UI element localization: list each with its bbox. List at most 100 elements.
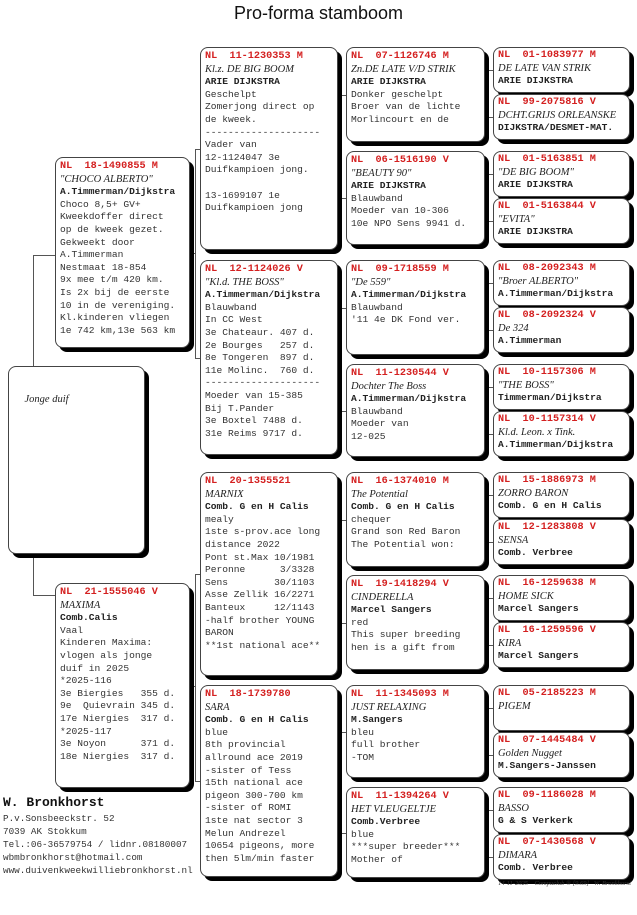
connector-line [488,283,493,284]
ring-number: NL 08-2092343 M [498,263,596,274]
info-line: Peronne 3/3328 [205,564,315,576]
info-line: chequer [351,513,392,525]
info-line: Blauwband [351,301,403,313]
info-line: 31e Reims 9717 d. [205,427,303,439]
ring-number: NL 15-1886973 M [498,475,596,486]
owner-name: A.Timmerman/Dijkstra [205,289,321,301]
info-line: 1ste nat sector 3 [205,814,303,826]
breeder-city: 7039 AK Stokkum [3,826,87,837]
info-line: -TOM [351,751,375,763]
pigeon-name: De 324 [498,322,529,334]
ring-number: NL 09-1186028 M [498,790,596,801]
info-line: Donker geschelpt [351,88,444,100]
owner-name: ARIE DIJKSTRA [351,180,426,192]
info-line: Zomerjong direct op [205,101,315,113]
connector-line [488,598,489,645]
info-line: 3e Noyon 371 d. [60,738,176,750]
info-line: 10 in de vereniging. [60,299,176,311]
great-grandparent-box: NL 07-1126746 M Zn.DE LATE V/D STRIK ARIE … [346,47,485,142]
connector-line [488,810,489,857]
connector-line [195,574,196,781]
connector-line [488,221,493,222]
ancestor-box: NL 15-1886973 M ZORRO BARON Comb. G en H C… [493,472,630,518]
info-line: Choco 8,5+ GV+ [60,198,141,210]
ring-number: NL 05-2185223 M [498,688,596,699]
owner-name: A.Timmerman/Dijkstra [498,439,614,451]
pigeon-name: DIMARA [498,849,538,861]
connector-line [488,598,493,599]
pigeon-name: MAXIMA [60,599,101,611]
info-line [205,177,333,190]
info-line: -sister of ROMI [205,802,292,814]
connector-line [488,857,493,858]
info-line: The Potential won: [351,538,455,550]
info-line: Mother of [351,853,403,865]
info-line: A.Timmerman [60,249,124,261]
pigeon-name: KIRA [498,637,522,649]
info-line: 12-1124047 3e [205,151,280,163]
info-line: This super breeding [351,629,461,641]
info-line: 13-1699107 1e [205,189,280,201]
info-line: 10e NPO Sens 9941 d. [351,217,467,229]
pigeon-name: HET VLEUGELTJE [351,803,437,815]
connector-line [341,307,342,411]
owner-name: M.Sangers-Janssen [498,760,596,772]
connector-line [33,255,34,366]
info-line: -------------------- [205,126,321,138]
info-line: pigeon 300-700 km [205,789,303,801]
info-line: 2e Bourges 257 d. [205,339,315,351]
ring-number: NL 12-1283808 V [498,522,596,533]
ring-number: NL 10-1157314 V [498,414,596,425]
connector-line [341,519,346,521]
connector-line [195,781,200,782]
breeder-name: W. Bronkhorst [3,795,105,810]
info-line: de kweek. [205,113,257,125]
pigeon-name: SENSA [498,534,529,546]
owner-name: Marcel Sangers [351,604,432,616]
connector-line [194,252,195,254]
owner-name: ARIE DIJKSTRA [498,75,573,87]
owner-name: Comb. G en H Calis [205,714,309,726]
pigeon-name: CINDERELLA [351,591,414,603]
owner-name: Comb.Calis [60,612,118,624]
father-box: NL 18-1490855 M "CHOCO ALBERTO" A.Timmerma… [55,157,190,348]
owner-name: A.Timmerman/Dijkstra [351,393,467,405]
pigeon-name: The Potential [351,488,408,500]
info-line: Blauwband [351,405,403,417]
info-line: op de kweek gezet. [60,223,164,235]
ring-number: NL 18-1739780 [205,689,291,700]
info-line: '11 4e DK Fond ver. [351,314,461,326]
info-line: Broer van de lichte [351,101,461,113]
breeder-website: www.duivenkweekwilliebronkhorst.nl [3,865,193,876]
info-line: Is 2x bij de eerste [60,286,170,298]
info-line: In CC West [205,314,263,326]
ring-number: NL 08-2092324 V [498,310,596,321]
mother-box: NL 21-1555046 V MAXIMA Comb.Calis Vaal Kinde… [55,583,190,788]
pigeon-name: SARA [205,701,230,713]
connector-line [341,731,346,733]
page-title: Pro-forma stamboom [233,3,404,23]
subject-label: Jonge duif [24,393,69,405]
info-line: Moeder van 15-385 [205,389,303,401]
info-line: blue [351,828,375,840]
connector-line [195,574,200,575]
ring-number: NL 10-1157306 M [498,367,596,378]
connector-line [195,357,200,359]
connector-line [341,198,346,199]
info-line: Morlincourt en de [351,113,449,125]
info-line: *2025-117 [60,725,112,737]
owner-name: Timmerman/Dijkstra [498,392,602,404]
breeder-address: P.v.Sonsbeeckstr. 52 [3,813,115,824]
ancestor-box: NL 01-1083977 M DE LATE VAN STRIK ARIE DIJ… [493,47,630,93]
info-line: Vaal [60,624,84,636]
info-line: Bij T.Pander [205,402,275,414]
info-line: 8th provincial [205,739,286,751]
ancestor-box: NL 05-2185223 M PIGEM [493,685,630,731]
footer-date: 14-11-2025 [498,880,528,887]
breeder-info: W. Bronkhorst P.v.Sonsbeeckstr. 52 7039 … [3,794,193,877]
info-line: Geschelpt [205,88,257,100]
info-line: vlogen als jonge [60,649,153,661]
info-line: Blauwband [351,192,403,204]
connector-line [488,755,493,756]
info-line: Kinderen Maxima: [60,637,153,649]
